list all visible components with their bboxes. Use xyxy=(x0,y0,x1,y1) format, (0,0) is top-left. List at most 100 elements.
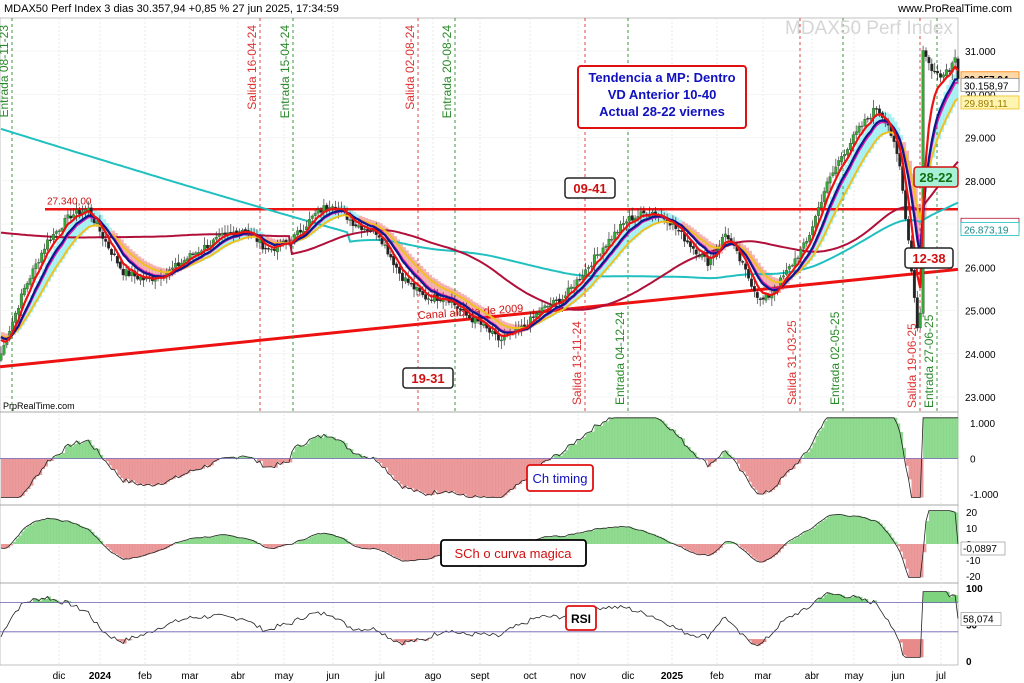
candle-body xyxy=(37,262,41,264)
osc-bar xyxy=(719,456,723,459)
osc-bar xyxy=(402,458,406,489)
candle-body xyxy=(747,269,751,279)
osc-bar xyxy=(82,527,86,544)
cloud-segment xyxy=(82,211,86,234)
osc-bar xyxy=(658,419,662,459)
label-sch: SCh o curva magica xyxy=(454,546,572,561)
osc-bar xyxy=(390,458,395,476)
cloud-segment xyxy=(399,243,403,260)
osc-bar xyxy=(934,510,939,544)
candle-body xyxy=(258,238,262,244)
cloud-segment xyxy=(62,233,66,260)
cloud-segment xyxy=(623,229,627,250)
candle-body xyxy=(555,299,559,301)
osc-bar xyxy=(661,537,665,544)
osc-bar xyxy=(53,518,57,544)
osc-bar xyxy=(463,458,467,495)
osc-bar xyxy=(635,417,639,459)
rsi-oversold-fill xyxy=(393,639,397,642)
osc-bar xyxy=(640,530,645,544)
osc-bar xyxy=(806,452,811,459)
osc-bar xyxy=(82,442,86,459)
cloud-segment xyxy=(606,252,610,271)
osc-bar xyxy=(864,517,869,544)
osc-bar xyxy=(146,458,150,485)
osc-bar xyxy=(227,535,232,544)
cloud-segment xyxy=(702,236,706,249)
osc-bar xyxy=(681,544,685,548)
osc-line xyxy=(1,417,958,498)
candle-body xyxy=(217,234,221,237)
osc-bar xyxy=(704,458,709,461)
osc-bar xyxy=(15,538,19,544)
candle-body xyxy=(627,216,631,222)
osc-bar xyxy=(952,511,956,544)
osc-bar xyxy=(18,458,22,498)
osc-bar xyxy=(611,418,616,459)
rsi-oversold-fill xyxy=(763,639,767,643)
osc-bar xyxy=(832,514,837,544)
y-tick-label: 26.000 xyxy=(965,263,996,274)
cloud-segment xyxy=(70,221,75,247)
osc-bar xyxy=(6,458,11,498)
candle-body xyxy=(43,248,47,254)
candle-body xyxy=(546,306,550,308)
osc-bar xyxy=(600,425,604,459)
osc-bar xyxy=(603,528,607,544)
osc-bar xyxy=(73,523,78,544)
candle-body xyxy=(595,254,599,256)
cloud-segment xyxy=(853,148,857,179)
osc-bar xyxy=(704,544,709,555)
candle-body xyxy=(758,298,762,300)
osc-bar xyxy=(245,538,249,544)
candle-body xyxy=(610,238,614,241)
osc-bar xyxy=(350,543,354,544)
price-flag xyxy=(960,222,1020,236)
osc-bar xyxy=(638,417,642,459)
osc-bar xyxy=(178,542,182,544)
osc-bar xyxy=(908,544,912,578)
osc-bar xyxy=(149,544,153,554)
candle-body xyxy=(953,57,957,63)
osc-bar xyxy=(722,544,726,545)
osc-bar xyxy=(457,458,461,495)
osc-bar xyxy=(614,526,619,544)
signal-lines: Entrada 08-11-23 Salida 16-04-24 Entrada 1… xyxy=(0,18,938,412)
tag-09-41-text: 09-41 xyxy=(573,181,606,196)
cloud-segment xyxy=(361,216,366,223)
cloud-segment xyxy=(803,256,808,268)
cloud-segment xyxy=(123,243,127,258)
rsi-oversold-fill xyxy=(920,639,924,658)
x-tick-label: jul xyxy=(935,671,946,682)
candle-body xyxy=(709,258,713,265)
signal-label: Entrada 04-12-24 xyxy=(613,311,627,405)
osc-bar xyxy=(559,455,563,459)
cloud-segment xyxy=(56,241,60,268)
osc-bar xyxy=(774,458,779,488)
cloud-segment xyxy=(672,215,677,223)
rsi-oversold-fill xyxy=(757,639,761,646)
label-box-ch-timing xyxy=(526,464,594,492)
osc-bar xyxy=(917,544,921,578)
rsi-overbought-fill xyxy=(830,593,834,603)
cloud-segment xyxy=(105,222,110,230)
osc-bar xyxy=(830,417,834,459)
site-url[interactable]: www.ProRealTime.com xyxy=(898,3,1012,15)
osc-bar xyxy=(873,417,877,459)
cloud-segment xyxy=(873,116,878,145)
osc-bar xyxy=(841,514,845,544)
candle-body xyxy=(784,269,788,275)
osc-bar xyxy=(399,458,403,485)
cloud-segment xyxy=(678,219,683,225)
osc-bar xyxy=(760,544,764,563)
cloud-segment xyxy=(425,272,430,291)
candle-body xyxy=(409,283,413,285)
osc-bar xyxy=(914,544,918,578)
x-tick-label: ago xyxy=(425,671,442,682)
osc-bar xyxy=(117,458,121,475)
cloud-segment xyxy=(102,218,107,228)
y-tick-label: 29.000 xyxy=(965,134,996,145)
osc-bar xyxy=(629,526,633,544)
osc-bar xyxy=(341,537,345,544)
